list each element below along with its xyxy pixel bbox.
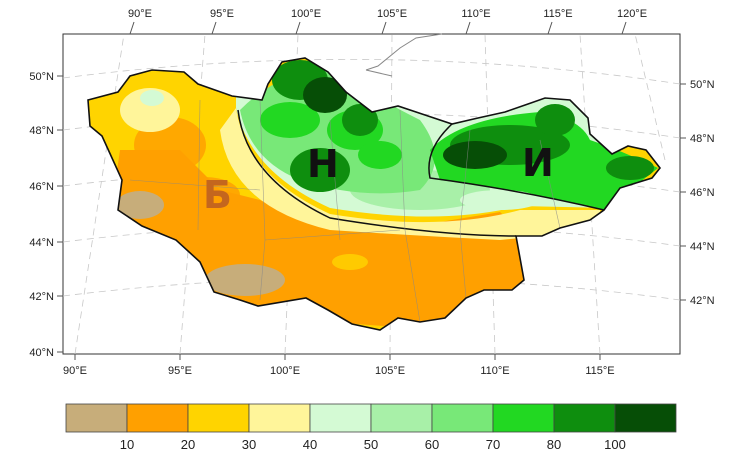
bottom-lon-tick-label: 105°E <box>375 365 405 377</box>
legend-label: 10 <box>120 437 134 452</box>
bottom-lon-tick-label: 100°E <box>270 365 300 377</box>
top-lon-tick-label: 100°E <box>291 8 321 20</box>
top-lon-tick-label: 120°E <box>617 8 647 20</box>
region-label-i: И <box>522 141 554 185</box>
legend-label: 80 <box>547 437 561 452</box>
right-latitude-ticks: 50°N 48°N 46°N 44°N 42°N <box>680 79 715 307</box>
left-lat-tick-label: 42°N <box>29 291 54 303</box>
top-lon-tick-label: 105°E <box>377 8 407 20</box>
top-lon-tick-label: 95°E <box>210 8 234 20</box>
legend-label: 100 <box>604 437 626 452</box>
top-lon-tick-label: 110°E <box>461 8 490 20</box>
legend-swatch <box>614 403 677 433</box>
left-lat-tick-label: 40°N <box>29 347 54 359</box>
left-lat-tick-label: 50°N <box>29 71 54 83</box>
top-lon-tick-label: 90°E <box>128 8 152 20</box>
bottom-lon-tick-label: 115°E <box>585 365 614 377</box>
region-boundary-north <box>237 109 517 237</box>
legend-swatch <box>309 403 372 433</box>
top-lon-tick-mark <box>381 21 387 35</box>
top-longitude-ticks: 90°E 95°E 100°E 105°E 110°E 115°E 120°E <box>128 8 647 35</box>
top-lon-tick-mark <box>211 21 217 35</box>
bottom-lon-tick-label: 95°E <box>168 365 192 377</box>
legend-label: 30 <box>242 437 256 452</box>
mongolia-outline <box>87 57 662 331</box>
legend-label: 60 <box>425 437 439 452</box>
color-legend <box>65 403 677 433</box>
right-lat-tick-label: 48°N <box>690 133 715 145</box>
top-lon-tick-mark <box>295 21 301 35</box>
legend-swatch <box>431 403 494 433</box>
right-lat-tick-label: 42°N <box>690 295 715 307</box>
region-boundary-east <box>428 123 605 211</box>
top-lon-tick-mark <box>129 21 135 35</box>
legend-swatch <box>492 403 555 433</box>
legend-label: 20 <box>181 437 195 452</box>
legend-swatch <box>126 403 189 433</box>
right-lat-tick-label: 46°N <box>690 187 715 199</box>
legend-swatch <box>370 403 433 433</box>
region-label-b: Б <box>203 173 232 217</box>
left-lat-tick-label: 44°N <box>29 237 54 249</box>
legend-label: 50 <box>364 437 378 452</box>
neighbor-border <box>365 33 443 77</box>
bottom-lon-tick-label: 110°E <box>480 365 509 377</box>
color-legend-labels: 10 20 30 40 50 60 70 80 100 <box>120 437 626 452</box>
vegetation-fill <box>88 58 660 330</box>
legend-label: 70 <box>486 437 500 452</box>
province-borders <box>129 99 561 323</box>
right-lat-tick-label: 44°N <box>690 241 715 253</box>
region-label-n: Н <box>307 142 339 186</box>
left-lat-tick-label: 46°N <box>29 181 54 193</box>
top-lon-tick-mark <box>465 21 471 35</box>
left-latitude-ticks: 50°N 48°N 46°N 44°N 42°N 40°N <box>29 71 63 359</box>
top-lon-tick-label: 115°E <box>543 8 572 20</box>
legend-swatch <box>553 403 616 433</box>
top-lon-tick-mark <box>547 21 553 35</box>
legend-swatch <box>187 403 250 433</box>
right-lat-tick-label: 50°N <box>690 79 715 91</box>
left-lat-tick-label: 48°N <box>29 125 54 137</box>
legend-swatch <box>248 403 311 433</box>
bottom-lon-tick-label: 90°E <box>63 365 87 377</box>
top-lon-tick-mark <box>621 21 627 35</box>
legend-swatch <box>65 403 128 433</box>
bottom-longitude-ticks: 90°E 95°E 100°E 105°E 110°E 115°E <box>63 354 615 377</box>
legend-label: 40 <box>303 437 317 452</box>
